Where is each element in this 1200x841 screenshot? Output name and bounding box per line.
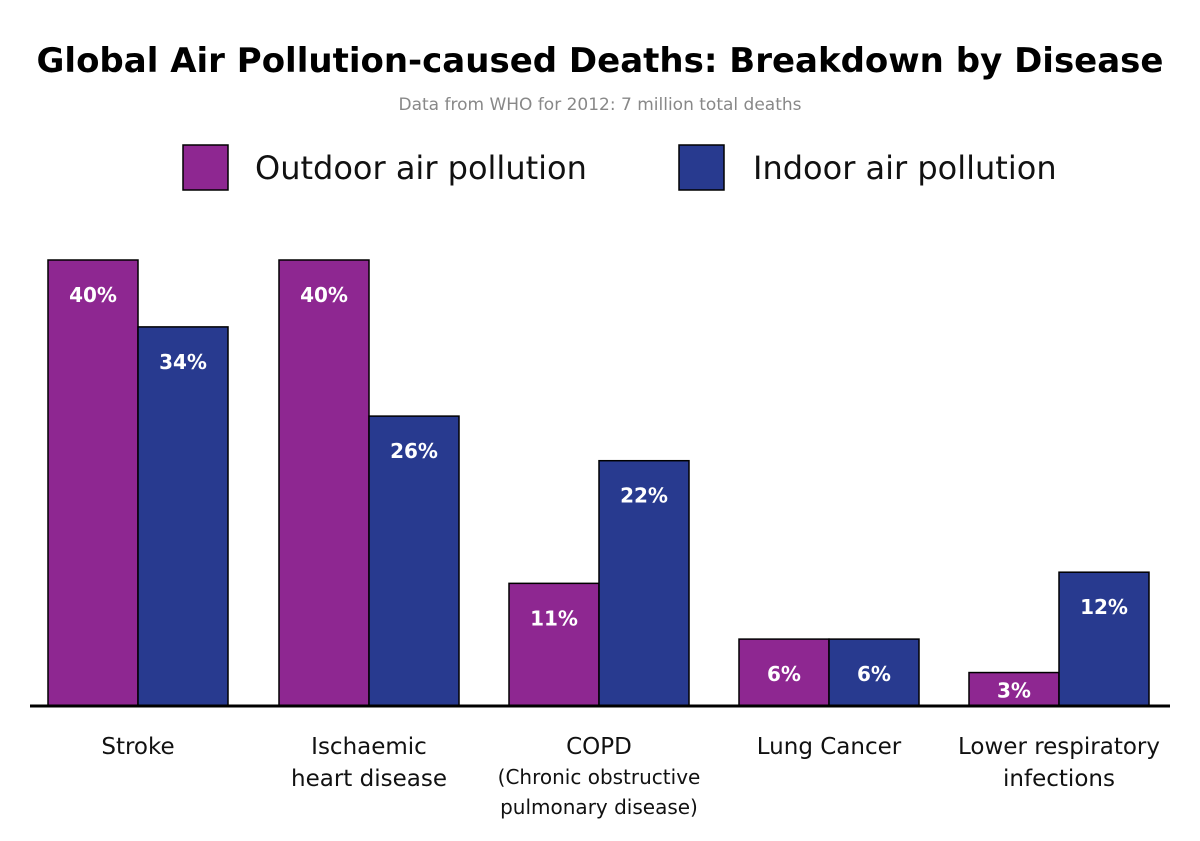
data-label-indoor-2: 22%: [620, 484, 668, 508]
data-label-outdoor-4: 3%: [997, 678, 1031, 702]
bar-outdoor-0: [47, 259, 139, 707]
data-label-indoor-1: 26%: [390, 439, 438, 463]
bar-indoor-2: [598, 459, 690, 707]
data-label-indoor-4: 12%: [1080, 595, 1128, 619]
category-label-4-line-0: Lower respiratory: [958, 734, 1160, 760]
category-label-2-line-2: pulmonary disease): [500, 795, 698, 819]
category-label-2-line-0: COPD: [566, 734, 632, 760]
category-label-4-line-1: infections: [1003, 766, 1115, 792]
bar-labels-group: 40% 34% 40% 26% 11% 22% 6% 6% 3% 12%: [69, 283, 1128, 702]
data-label-outdoor-0: 40%: [69, 283, 117, 307]
legend-swatch-outdoor: [182, 144, 229, 191]
bar-indoor-3: [828, 638, 920, 707]
data-label-outdoor-1: 40%: [300, 283, 348, 307]
data-label-indoor-0: 34%: [159, 350, 207, 374]
legend: Outdoor air pollution Indoor air pollutio…: [182, 144, 1057, 191]
bar-indoor-4: [1058, 571, 1150, 707]
category-label-3-line-0: Lung Cancer: [757, 734, 902, 760]
bar-outdoor-3: [738, 638, 830, 707]
category-label-1-line-0: Ischaemic: [311, 734, 427, 760]
data-label-outdoor-2: 11%: [530, 606, 578, 630]
category-label-0-line-0: Stroke: [101, 734, 174, 760]
data-label-indoor-3: 6%: [857, 662, 891, 686]
category-label-1-line-1: heart disease: [291, 766, 447, 792]
bar-outdoor-2: [508, 582, 600, 707]
legend-label-indoor: Indoor air pollution: [753, 149, 1057, 187]
legend-swatch-indoor: [678, 144, 725, 191]
bar-indoor-0: [137, 326, 229, 707]
bar-outdoor-1: [278, 259, 370, 707]
chart-subtitle: Data from WHO for 2012: 7 million total …: [398, 95, 801, 115]
category-label-2-line-1: (Chronic obstructive: [498, 765, 701, 789]
data-label-outdoor-3: 6%: [767, 662, 801, 686]
category-labels-group: Stroke Ischaemic heart disease COPD (Chronic…: [101, 734, 1160, 819]
bars-group: [47, 259, 1150, 707]
legend-label-outdoor: Outdoor air pollution: [255, 149, 587, 187]
bar-indoor-1: [368, 415, 460, 707]
chart-title: Global Air Pollution-caused Deaths: Brea…: [37, 41, 1164, 81]
